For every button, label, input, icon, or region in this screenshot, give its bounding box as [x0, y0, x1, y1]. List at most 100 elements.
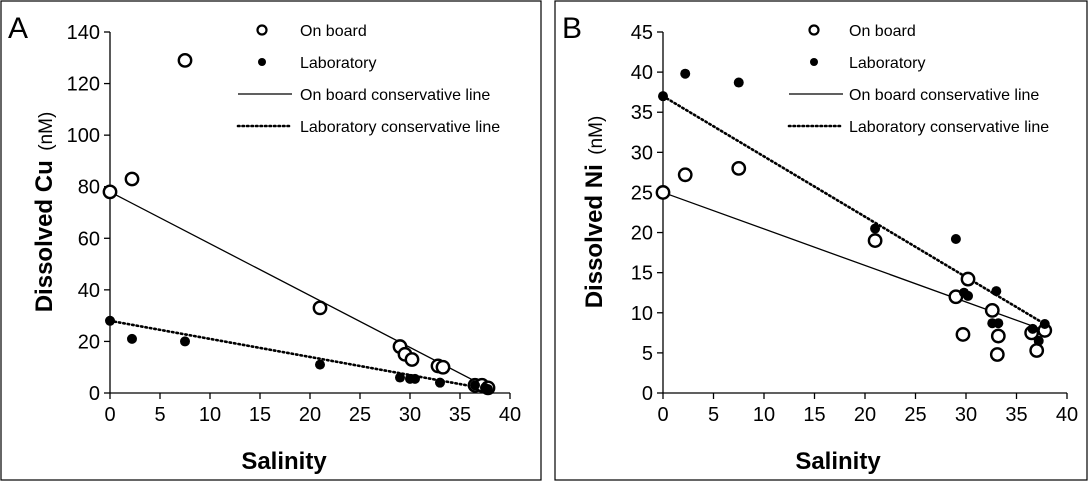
panel-a-x-tick-label: 30	[399, 404, 421, 426]
panel-a-y-tick-label: 80	[78, 177, 100, 199]
panel-b-laboratory-point	[733, 77, 744, 88]
panel-a-lines	[108, 191, 490, 391]
panel-a-laboratory-point	[105, 315, 115, 326]
panel-b-y-axis-title-unit: (nM)	[586, 116, 607, 155]
panel-b-on-board-point	[960, 271, 976, 287]
panel-a-frame	[0, 0, 542, 481]
panel-b-x-tick-label: 10	[753, 404, 775, 426]
panel-a-y-tick-label: 20	[78, 331, 100, 353]
panel-b-y-tick-label: 0	[642, 383, 653, 405]
panel-a-legend-on-board-label: On board	[300, 23, 367, 40]
panel-b-laboratory-point	[1039, 319, 1050, 330]
panel-a-on-board-point	[102, 184, 118, 200]
panel-b-y-axis-title-main: Dissolved Ni	[581, 164, 608, 308]
panel-a-points	[102, 52, 496, 396]
panel-a-ticks: 0 5 10 15 20 25 30 35 40 0 20 40 60 80 100 120 140	[67, 22, 522, 426]
panel-b-y-tick-label: 25	[631, 182, 653, 204]
panel-a-laboratory-line	[108, 319, 490, 391]
panel-b-legend-laboratory-marker	[810, 58, 818, 66]
panel-a-x-tick-label: 10	[199, 404, 221, 426]
panel-a-legend-laboratory-conservative-line-label: Laboratory conservative line	[300, 119, 500, 136]
panel-b-laboratory-point	[680, 68, 691, 79]
panel-a-laboratory-point	[315, 359, 325, 370]
panel-a: A Salinity Dissolved Cu (nM) 0 5 10 15 20 25 3…	[0, 0, 542, 481]
panel-b-on-board-point	[655, 185, 671, 200]
panel-b-laboratory-point	[993, 318, 1004, 329]
panel-b-y-tick-label: 30	[631, 142, 653, 164]
panel-a-on-board-line	[109, 191, 489, 389]
panel-b-on-board-point	[984, 302, 1000, 318]
panel-a-x-tick-label: 35	[449, 404, 471, 426]
panel-b-laboratory-line	[661, 94, 1047, 326]
panel-a-x-tick-label: 25	[349, 404, 371, 426]
panel-a-y-axis-title-unit: (nM)	[36, 112, 57, 151]
panel-a-letter: A	[8, 12, 28, 45]
panel-b-laboratory-point	[963, 290, 974, 301]
panel-b-y-tick-label: 40	[631, 62, 653, 84]
panel-a-laboratory-point	[180, 336, 190, 347]
panel-b-points	[655, 68, 1053, 362]
panel-b-x-axis-title: Salinity	[795, 448, 881, 475]
panel-b-y-tick-label: 35	[631, 102, 653, 124]
panel-a-x-tick-label: 40	[499, 404, 521, 426]
panel-b-laboratory-point	[1027, 323, 1038, 334]
panel-a-on-board-point	[435, 359, 451, 375]
panel-b-x-tick-label: 5	[708, 404, 719, 426]
panel-b-on-board-point	[1029, 343, 1045, 358]
panel-b-on-board-point	[989, 347, 1005, 362]
panel-b-x-tick-label: 20	[854, 404, 876, 426]
panel-a-y-axis-title: Dissolved Cu (nM)	[31, 112, 58, 313]
panel-a-legend-on-board-conservative-line-label: On board conservative line	[300, 87, 490, 104]
panel-a-legend-on-board-marker	[256, 24, 268, 36]
panel-b-lines	[661, 94, 1047, 332]
panel-a-laboratory-point	[395, 372, 405, 383]
panel-b-x-tick-label: 40	[1056, 404, 1078, 426]
panel-a-laboratory-point	[127, 333, 137, 344]
panel-a-on-board-point	[312, 300, 328, 316]
panel-a-laboratory-point	[410, 373, 420, 384]
panel-b-frame	[554, 0, 1088, 481]
panel-b-on-board-point	[990, 328, 1006, 344]
panel-b-y-tick-label: 10	[631, 303, 653, 325]
panel-b-laboratory-point	[658, 91, 668, 102]
panel-b-legend-on-board-marker	[808, 24, 820, 36]
panel-b-x-tick-label: 25	[904, 404, 926, 426]
panel-b-letter: B	[562, 12, 582, 45]
panel-b-on-board-point	[731, 160, 747, 176]
panel-b-legend-laboratory-conservative-line-label: Laboratory conservative line	[849, 119, 1049, 136]
panel-a-laboratory-point	[483, 384, 493, 395]
panel-b-y-tick-label: 5	[642, 343, 653, 365]
panel-b-x-tick-label: 30	[955, 404, 977, 426]
panel-a-y-axis-title-main: Dissolved Cu	[31, 160, 58, 312]
panel-a-on-board-point	[124, 171, 140, 187]
panel-a-on-board-point	[404, 352, 420, 367]
panel-a-x-tick-label: 20	[299, 404, 321, 426]
panel-a-on-board-point	[177, 52, 193, 68]
panel-a-x-axis-title: Salinity	[241, 448, 327, 475]
panel-b: B Salinity Dissolved Ni (nM) 0 5 10 15 20 25 3…	[554, 0, 1088, 481]
panel-b-ticks: 0 5 10 15 20 25 30 35 40 0 5 10 15 20 25 30 35 40 45	[631, 22, 1078, 426]
panel-a-y-tick-label: 0	[89, 383, 100, 405]
panel-a-legend: On board Laboratory On board conservative …	[236, 23, 500, 136]
panel-b-laboratory-point	[870, 223, 881, 234]
panel-a-laboratory-point	[435, 377, 445, 388]
panel-b-x-tick-label: 15	[803, 404, 825, 426]
panel-b-legend: On board Laboratory On board conservative …	[787, 23, 1049, 136]
panel-b-y-tick-label: 20	[631, 223, 653, 245]
panel-b-on-board-point	[677, 167, 693, 183]
panel-b-laboratory-point	[950, 233, 961, 244]
panel-a-legend-laboratory-label: Laboratory	[300, 55, 377, 72]
panel-b-y-tick-label: 45	[631, 22, 653, 44]
panel-a-y-tick-label: 40	[78, 280, 100, 302]
panel-b-y-axis-title: Dissolved Ni (nM)	[581, 116, 608, 309]
panel-b-x-tick-label: 35	[1005, 404, 1027, 426]
panel-b-on-board-line	[662, 191, 1046, 332]
panel-a-x-tick-label: 0	[104, 404, 115, 426]
panel-b-legend-laboratory-label: Laboratory	[849, 55, 926, 72]
panel-b-legend-on-board-label: On board	[849, 23, 916, 40]
panel-a-legend-laboratory-marker	[258, 58, 266, 66]
panel-a-laboratory-point	[470, 380, 480, 391]
panel-b-y-tick-label: 15	[631, 263, 653, 285]
panel-b-on-board-point	[955, 327, 971, 342]
panel-b-laboratory-point	[991, 286, 1002, 297]
